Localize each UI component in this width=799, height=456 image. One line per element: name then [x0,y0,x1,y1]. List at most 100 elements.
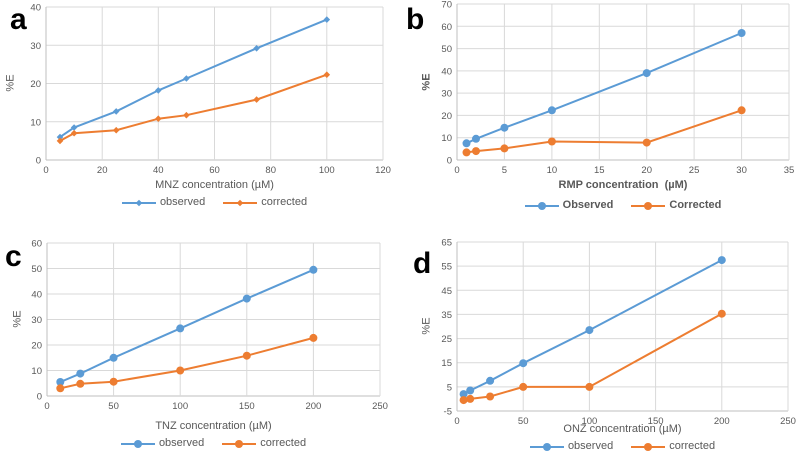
data-point-marker [56,378,65,386]
svg-text:0: 0 [454,165,459,176]
data-point-marker [76,379,85,388]
panel-letter-a: a [10,3,27,36]
panel-a: a 0 20 40 60 80 100 120 0 10 20 30 40 %E MNZ concen… [0,0,399,227]
svg-text:55: 55 [441,262,452,273]
svg-text:25: 25 [441,334,452,345]
chart-c-plot: 0 50 100 150 200 250 0 10 20 30 40 50 60 [31,239,388,413]
legend-label: corrected [261,196,308,208]
y-axis-label: %E [420,73,433,91]
data-point-marker [737,106,746,115]
svg-text:5: 5 [502,165,507,176]
svg-text:30: 30 [441,89,452,100]
svg-text:20: 20 [641,165,652,176]
y-axis-label: %E [420,317,433,335]
data-point-marker [472,134,480,143]
data-point-marker [235,439,244,448]
corrected-legend-marker-icon [222,439,257,448]
svg-text:40: 40 [441,66,452,77]
observed-series [459,256,726,399]
data-point-marker [242,351,251,360]
data-point-marker [323,71,331,78]
legend-item-corrected: corrected [222,438,306,449]
x-axis-label: TNZ concentration (µM) [155,420,272,432]
data-point-marker [112,126,120,134]
svg-text:200: 200 [714,416,730,427]
chart-b-plot: 0 5 10 15 20 25 30 35 0 10 20 30 40 50 60 70 [441,0,794,176]
observed-series-line [59,18,328,138]
observed-legend-marker-icon [529,442,564,451]
data-point-marker [76,369,85,378]
x-tick-labels: 0 5 10 15 20 25 30 35 [454,165,794,176]
svg-text:10: 10 [30,117,41,128]
data-point-marker [183,75,190,82]
legend-item-observed: observed [529,441,613,452]
svg-text:35: 35 [441,310,452,321]
data-point-marker [183,111,190,119]
data-point-marker [56,137,64,145]
legend-label: observed [159,196,206,208]
observed-legend-marker-icon [121,199,156,206]
x-tick-labels: 0 50 100 150 200 250 [454,416,796,427]
data-point-marker [56,133,64,141]
panel-d: d 0 50 100 150 200 250 -5 5 15 25 35 45 55 65 %E ONZ … [400,228,799,456]
data-point-marker [717,309,726,318]
legend-item-observed: observed [121,196,206,208]
data-point-marker [135,199,143,206]
svg-text:250: 250 [780,416,796,427]
svg-text:50: 50 [518,416,529,427]
data-point-marker [70,124,78,131]
panel-b: b 0 5 10 15 20 25 30 35 0 10 20 30 40 50 60 70 %E RMP c… [400,0,799,227]
corrected-legend-marker-icon [631,442,666,451]
data-point-marker [537,201,546,210]
observed-series-line [59,268,314,383]
data-point-marker [500,123,509,132]
data-point-marker [155,87,162,94]
data-point-marker [70,129,78,137]
legend-item-corrected: Corrected [631,200,721,211]
data-point-marker [242,294,251,303]
svg-text:45: 45 [441,286,452,297]
svg-text:40: 40 [31,290,42,301]
gridlines [456,241,789,412]
svg-text:40: 40 [153,165,164,176]
observed-series-line [463,259,723,395]
data-point-marker [519,359,528,368]
data-point-marker [717,256,726,265]
data-point-marker [466,386,475,395]
svg-text:25: 25 [689,165,700,176]
data-point-marker [155,115,162,122]
panel-letter-c: c [5,240,22,273]
data-point-marker [486,392,495,401]
svg-text:65: 65 [441,238,452,249]
data-point-marker [176,366,185,375]
legend: observed corrected [47,438,380,449]
svg-text:10: 10 [441,133,452,144]
panel-letter-d: d [413,247,432,280]
data-point-marker [642,69,651,78]
gridlines [45,6,384,161]
y-tick-labels: -5 5 15 25 35 45 55 65 [441,238,452,418]
svg-text:100: 100 [172,401,188,412]
legend-item-corrected: corrected [223,197,307,208]
svg-text:0: 0 [447,156,452,167]
data-point-marker [133,439,142,448]
data-point-marker [542,442,551,451]
svg-text:35: 35 [784,165,795,176]
data-point-marker [644,201,653,210]
data-point-marker [253,96,260,103]
data-point-marker [486,376,495,385]
svg-text:120: 120 [375,165,391,176]
data-point-marker [547,106,556,115]
data-point-marker [642,138,651,147]
panel-letter-b: b [406,3,425,36]
panel-c: c 0 50 100 150 200 250 0 10 20 30 40 50 60 %E TNZ co… [0,228,400,456]
svg-text:200: 200 [305,401,321,412]
legend-label: Corrected [669,199,722,211]
svg-text:0: 0 [43,165,48,176]
svg-text:5: 5 [447,382,452,393]
svg-text:20: 20 [30,79,41,90]
svg-text:50: 50 [441,44,452,55]
svg-text:80: 80 [265,165,276,176]
svg-text:-5: -5 [444,407,452,418]
